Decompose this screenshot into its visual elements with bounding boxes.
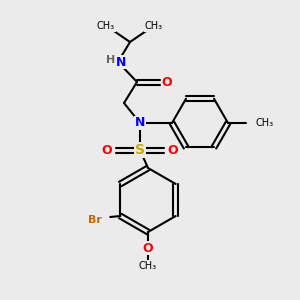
Text: CH₃: CH₃ (139, 261, 157, 271)
Text: Br: Br (88, 215, 102, 225)
Text: CH₃: CH₃ (145, 21, 163, 31)
Text: O: O (168, 143, 178, 157)
Text: CH₃: CH₃ (256, 118, 274, 128)
Text: S: S (135, 143, 145, 157)
Text: H: H (106, 55, 116, 65)
Text: CH₃: CH₃ (97, 21, 115, 31)
Text: O: O (143, 242, 153, 254)
Text: N: N (116, 56, 126, 68)
Text: O: O (102, 143, 112, 157)
Text: N: N (135, 116, 145, 130)
Text: O: O (162, 76, 172, 88)
